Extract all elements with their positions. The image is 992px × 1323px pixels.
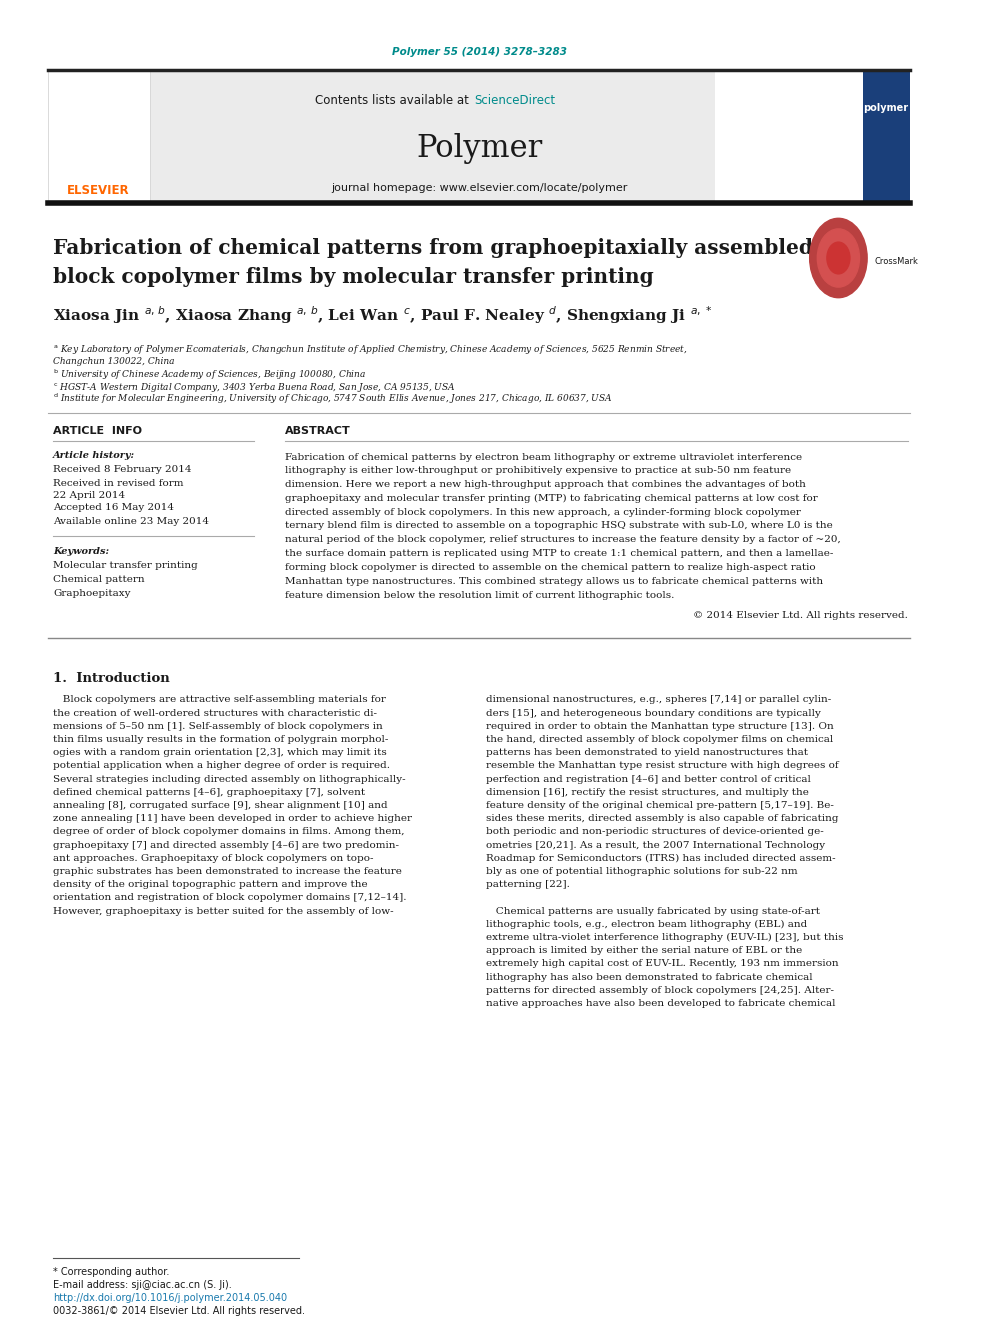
Text: ABSTRACT: ABSTRACT	[285, 426, 351, 437]
Text: the hand, directed assembly of block copolymer films on chemical: the hand, directed assembly of block cop…	[486, 736, 833, 744]
Circle shape	[809, 218, 867, 298]
Text: dimension. Here we report a new high-throughput approach that combines the advan: dimension. Here we report a new high-thr…	[285, 480, 806, 490]
Text: ogies with a random grain orientation [2,3], which may limit its: ogies with a random grain orientation [2…	[54, 749, 387, 757]
Text: zone annealing [11] have been developed in order to achieve higher: zone annealing [11] have been developed …	[54, 814, 412, 823]
Text: Changchun 130022, China: Changchun 130022, China	[54, 357, 175, 366]
Text: graphoepitaxy and molecular transfer printing (MTP) to fabricating chemical patt: graphoepitaxy and molecular transfer pri…	[285, 493, 817, 503]
Text: density of the original topographic pattern and improve the: density of the original topographic patt…	[54, 880, 368, 889]
Text: graphic substrates has been demonstrated to increase the feature: graphic substrates has been demonstrated…	[54, 867, 402, 876]
Text: Several strategies including directed assembly on lithographically-: Several strategies including directed as…	[54, 775, 406, 783]
Text: block copolymer films by molecular transfer printing: block copolymer films by molecular trans…	[54, 267, 654, 287]
Text: Contents lists available at: Contents lists available at	[314, 94, 472, 106]
Text: ometries [20,21]. As a result, the 2007 International Technology: ometries [20,21]. As a result, the 2007 …	[486, 840, 825, 849]
Text: dimensional nanostructures, e.g., spheres [7,14] or parallel cylin-: dimensional nanostructures, e.g., sphere…	[486, 696, 831, 705]
Text: Chemical patterns are usually fabricated by using state-of-art: Chemical patterns are usually fabricated…	[486, 906, 819, 916]
Text: Accepted 16 May 2014: Accepted 16 May 2014	[54, 504, 175, 512]
Text: Polymer: Polymer	[416, 132, 543, 164]
Text: Xiaosa Jin $^{a,\,b}$, Xiaosa Zhang $^{a,\,b}$, Lei Wan $^{c}$, Paul F. Nealey $: Xiaosa Jin $^{a,\,b}$, Xiaosa Zhang $^{a…	[54, 304, 713, 325]
Text: $^{\rm b}$ University of Chinese Academy of Sciences, Beijing 100080, China: $^{\rm b}$ University of Chinese Academy…	[54, 368, 367, 382]
Text: feature density of the original chemical pre-pattern [5,17–19]. Be-: feature density of the original chemical…	[486, 802, 833, 810]
Text: forming block copolymer is directed to assemble on the chemical pattern to reali: forming block copolymer is directed to a…	[285, 562, 815, 572]
Text: extremely high capital cost of EUV-IL. Recently, 193 nm immersion: extremely high capital cost of EUV-IL. R…	[486, 959, 838, 968]
Text: journal homepage: www.elsevier.com/locate/polymer: journal homepage: www.elsevier.com/locat…	[331, 183, 627, 193]
Text: polymer: polymer	[863, 103, 909, 112]
Text: potential application when a higher degree of order is required.: potential application when a higher degr…	[54, 762, 390, 770]
Text: perfection and registration [4–6] and better control of critical: perfection and registration [4–6] and be…	[486, 775, 810, 783]
Text: patterning [22].: patterning [22].	[486, 880, 569, 889]
Text: approach is limited by either the serial nature of EBL or the: approach is limited by either the serial…	[486, 946, 803, 955]
Text: graphoepitaxy [7] and directed assembly [4–6] are two predomin-: graphoepitaxy [7] and directed assembly …	[54, 840, 399, 849]
Text: the creation of well-ordered structures with characteristic di-: the creation of well-ordered structures …	[54, 709, 377, 717]
Text: required in order to obtain the Manhattan type structure [13]. On: required in order to obtain the Manhatta…	[486, 722, 833, 730]
Text: Received in revised form: Received in revised form	[54, 479, 184, 487]
Text: lithography is either low-throughput or prohibitively expensive to practice at s: lithography is either low-throughput or …	[285, 466, 791, 475]
Text: defined chemical patterns [4–6], graphoepitaxy [7], solvent: defined chemical patterns [4–6], graphoe…	[54, 789, 365, 796]
Text: E-mail address: sji@ciac.ac.cn (S. Ji).: E-mail address: sji@ciac.ac.cn (S. Ji).	[54, 1279, 232, 1290]
Text: ARTICLE  INFO: ARTICLE INFO	[54, 426, 142, 437]
Text: Polymer 55 (2014) 3278–3283: Polymer 55 (2014) 3278–3283	[392, 48, 566, 57]
FancyBboxPatch shape	[49, 71, 150, 202]
Text: lithography has also been demonstrated to fabricate chemical: lithography has also been demonstrated t…	[486, 972, 812, 982]
Text: patterns for directed assembly of block copolymers [24,25]. Alter-: patterns for directed assembly of block …	[486, 986, 834, 995]
Text: ELSEVIER: ELSEVIER	[67, 184, 130, 197]
FancyBboxPatch shape	[863, 71, 910, 202]
Text: patterns has been demonstrated to yield nanostructures that: patterns has been demonstrated to yield …	[486, 749, 807, 757]
Text: Molecular transfer printing: Molecular transfer printing	[54, 561, 197, 569]
Text: mensions of 5–50 nm [1]. Self-assembly of block copolymers in: mensions of 5–50 nm [1]. Self-assembly o…	[54, 722, 383, 730]
Text: directed assembly of block copolymers. In this new approach, a cylinder-forming : directed assembly of block copolymers. I…	[285, 508, 801, 517]
Text: © 2014 Elsevier Ltd. All rights reserved.: © 2014 Elsevier Ltd. All rights reserved…	[693, 610, 908, 619]
Text: bly as one of potential lithographic solutions for sub-22 nm: bly as one of potential lithographic sol…	[486, 867, 798, 876]
Text: $^{\rm d}$ Institute for Molecular Engineering, University of Chicago, 5747 Sout: $^{\rm d}$ Institute for Molecular Engin…	[54, 392, 613, 406]
Text: the surface domain pattern is replicated using MTP to create 1:1 chemical patter: the surface domain pattern is replicated…	[285, 549, 833, 558]
Text: annealing [8], corrugated surface [9], shear alignment [10] and: annealing [8], corrugated surface [9], s…	[54, 802, 388, 810]
Text: ant approaches. Graphoepitaxy of block copolymers on topo-: ant approaches. Graphoepitaxy of block c…	[54, 853, 374, 863]
Text: Fabrication of chemical patterns from graphoepitaxially assembled: Fabrication of chemical patterns from gr…	[54, 238, 813, 258]
Text: * Corresponding author.: * Corresponding author.	[54, 1267, 170, 1277]
Text: Fabrication of chemical patterns by electron beam lithography or extreme ultravi: Fabrication of chemical patterns by elec…	[285, 452, 803, 462]
Text: Chemical pattern: Chemical pattern	[54, 574, 145, 583]
Circle shape	[827, 242, 850, 274]
Text: ders [15], and heterogeneous boundary conditions are typically: ders [15], and heterogeneous boundary co…	[486, 709, 820, 717]
Text: degree of order of block copolymer domains in films. Among them,: degree of order of block copolymer domai…	[54, 827, 405, 836]
Text: $^{\rm a}$ Key Laboratory of Polymer Ecomaterials, Changchun Institute of Applie: $^{\rm a}$ Key Laboratory of Polymer Eco…	[54, 344, 687, 356]
Text: dimension [16], rectify the resist structures, and multiply the: dimension [16], rectify the resist struc…	[486, 789, 808, 796]
Text: 0032-3861/© 2014 Elsevier Ltd. All rights reserved.: 0032-3861/© 2014 Elsevier Ltd. All right…	[54, 1306, 306, 1316]
Text: 22 April 2014: 22 April 2014	[54, 491, 125, 500]
Text: Keywords:: Keywords:	[54, 546, 109, 556]
Text: both periodic and non-periodic structures of device-oriented ge-: both periodic and non-periodic structure…	[486, 827, 823, 836]
Text: Manhattan type nanostructures. This combined strategy allows us to fabricate che: Manhattan type nanostructures. This comb…	[285, 577, 823, 586]
Text: thin films usually results in the formation of polygrain morphol-: thin films usually results in the format…	[54, 736, 389, 744]
Text: natural period of the block copolymer, relief structures to increase the feature: natural period of the block copolymer, r…	[285, 536, 840, 544]
Circle shape	[817, 229, 859, 287]
Text: Roadmap for Semiconductors (ITRS) has included directed assem-: Roadmap for Semiconductors (ITRS) has in…	[486, 853, 835, 863]
Text: Available online 23 May 2014: Available online 23 May 2014	[54, 516, 209, 525]
Text: 1.  Introduction: 1. Introduction	[54, 672, 170, 684]
Text: ScienceDirect: ScienceDirect	[474, 94, 556, 106]
Text: orientation and registration of block copolymer domains [7,12–14].: orientation and registration of block co…	[54, 893, 407, 902]
Text: extreme ultra-violet interference lithography (EUV-IL) [23], but this: extreme ultra-violet interference lithog…	[486, 933, 843, 942]
Text: native approaches have also been developed to fabricate chemical: native approaches have also been develop…	[486, 999, 835, 1008]
Text: sides these merits, directed assembly is also capable of fabricating: sides these merits, directed assembly is…	[486, 814, 838, 823]
Text: $^{\rm c}$ HGST-A Western Digital Company, 3403 Yerba Buena Road, San Jose, CA 9: $^{\rm c}$ HGST-A Western Digital Compan…	[54, 381, 456, 393]
Text: Graphoepitaxy: Graphoepitaxy	[54, 589, 131, 598]
Text: lithographic tools, e.g., electron beam lithography (EBL) and: lithographic tools, e.g., electron beam …	[486, 919, 807, 929]
Text: ternary blend film is directed to assemble on a topographic HSQ substrate with s: ternary blend film is directed to assemb…	[285, 521, 832, 531]
Text: Article history:: Article history:	[54, 451, 135, 460]
Text: resemble the Manhattan type resist structure with high degrees of: resemble the Manhattan type resist struc…	[486, 762, 838, 770]
Text: However, graphoepitaxy is better suited for the assembly of low-: However, graphoepitaxy is better suited …	[54, 906, 394, 916]
Text: Received 8 February 2014: Received 8 February 2014	[54, 466, 191, 475]
Text: Block copolymers are attractive self-assembling materials for: Block copolymers are attractive self-ass…	[54, 696, 386, 705]
Text: feature dimension below the resolution limit of current lithographic tools.: feature dimension below the resolution l…	[285, 590, 675, 599]
FancyBboxPatch shape	[150, 71, 715, 202]
Text: http://dx.doi.org/10.1016/j.polymer.2014.05.040: http://dx.doi.org/10.1016/j.polymer.2014…	[54, 1293, 288, 1303]
Text: CrossMark: CrossMark	[875, 258, 919, 266]
